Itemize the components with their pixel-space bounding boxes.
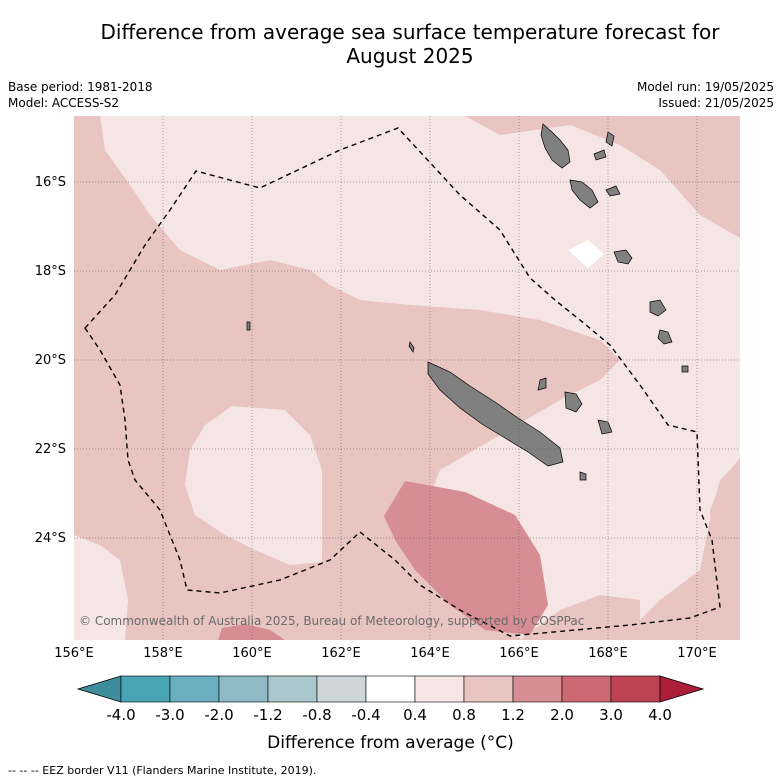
lat-label: 24°S <box>34 531 66 546</box>
colorbar-tick-label: -0.4 <box>351 706 381 724</box>
vanuatu-island-2 <box>569 179 599 209</box>
anomaly-region-left <box>74 535 128 640</box>
lat-label: 18°S <box>34 264 66 279</box>
vanuatu-island-6 <box>613 249 633 265</box>
new-caledonia <box>427 361 564 467</box>
colorbar-tick-label: 2.0 <box>550 706 574 724</box>
vanuatu-island-3 <box>593 149 607 161</box>
island-east-1 <box>649 299 667 317</box>
colorbar-tick-label: -2.0 <box>204 706 234 724</box>
colorbar-swatch <box>267 675 318 703</box>
colorbar-swatch <box>120 675 171 703</box>
colorbar-tick-label: -0.8 <box>302 706 332 724</box>
issued-date: Issued: 21/05/2025 <box>658 96 774 110</box>
colorbar <box>76 675 705 703</box>
lon-label: 166°E <box>499 646 539 661</box>
colorbar-swatch <box>218 675 269 703</box>
anomaly-region-neutral <box>568 240 604 268</box>
lon-label: 162°E <box>321 646 361 661</box>
island-south-1 <box>579 471 587 481</box>
loyalty-island-2 <box>597 419 613 435</box>
colorbar-tick-label: 4.0 <box>648 706 672 724</box>
lat-label: 20°S <box>34 353 66 368</box>
island-west-2 <box>408 341 415 353</box>
colorbar-swatch <box>414 675 465 703</box>
colorbar-arrow-low <box>76 675 122 703</box>
anomaly-region-southeast <box>520 595 640 640</box>
anomaly-region-center-left <box>185 406 322 565</box>
lon-label: 156°E <box>54 646 94 661</box>
colorbar-tick-label: -1.2 <box>253 706 283 724</box>
colorbar-swatch <box>610 675 661 703</box>
colorbar-swatch <box>365 675 416 703</box>
model-run: Model run: 19/05/2025 <box>636 80 774 94</box>
colorbar-swatch <box>463 675 514 703</box>
island-west-1 <box>246 321 251 331</box>
vanuatu-island-4 <box>605 131 615 147</box>
lon-label: 170°E <box>677 646 717 661</box>
anomaly-region-east <box>710 458 740 612</box>
base-period: Base period: 1981-2018 <box>8 80 153 94</box>
lat-label: 22°S <box>34 442 66 457</box>
colorbar-swatch <box>169 675 220 703</box>
island-east-3 <box>681 365 689 373</box>
colorbar-tick-label: 1.2 <box>501 706 525 724</box>
colorbar-arrow-high <box>659 675 705 703</box>
vanuatu-island-1 <box>540 123 571 169</box>
loyalty-island-1 <box>564 391 583 413</box>
loyalty-island-3 <box>537 377 547 391</box>
lon-label: 160°E <box>232 646 272 661</box>
lon-label: 164°E <box>410 646 450 661</box>
copyright-notice: © Commonwealth of Australia 2025, Bureau… <box>79 614 585 628</box>
colorbar-label: Difference from average (°C) <box>267 733 514 753</box>
map-title-line2: August 2025 <box>346 44 474 68</box>
lon-label: 158°E <box>143 646 183 661</box>
map-title-line1: Difference from average sea surface temp… <box>100 20 720 44</box>
lon-label: 168°E <box>588 646 628 661</box>
eez-legend: -- -- -- EEZ border V11 (Flanders Marine… <box>8 764 317 777</box>
anomaly-region-bottom <box>218 624 285 640</box>
colorbar-tick-label: -4.0 <box>106 706 136 724</box>
colorbar-swatch <box>561 675 612 703</box>
vanuatu-island-5 <box>605 185 621 197</box>
colorbar-swatch <box>512 675 563 703</box>
colorbar-swatch <box>316 675 367 703</box>
eez-border <box>84 127 721 637</box>
colorbar-tick-label: 3.0 <box>599 706 623 724</box>
land-masses <box>246 123 689 481</box>
colorbar-tick-label: 0.8 <box>452 706 476 724</box>
anomaly-region-warm-core <box>384 481 548 635</box>
graticule <box>74 116 740 640</box>
colorbar-tick-label: -3.0 <box>155 706 185 724</box>
model-name: Model: ACCESS-S2 <box>8 96 120 110</box>
lat-label: 16°S <box>34 175 66 190</box>
colorbar-tick-label: 0.4 <box>403 706 427 724</box>
island-east-2 <box>657 329 673 345</box>
